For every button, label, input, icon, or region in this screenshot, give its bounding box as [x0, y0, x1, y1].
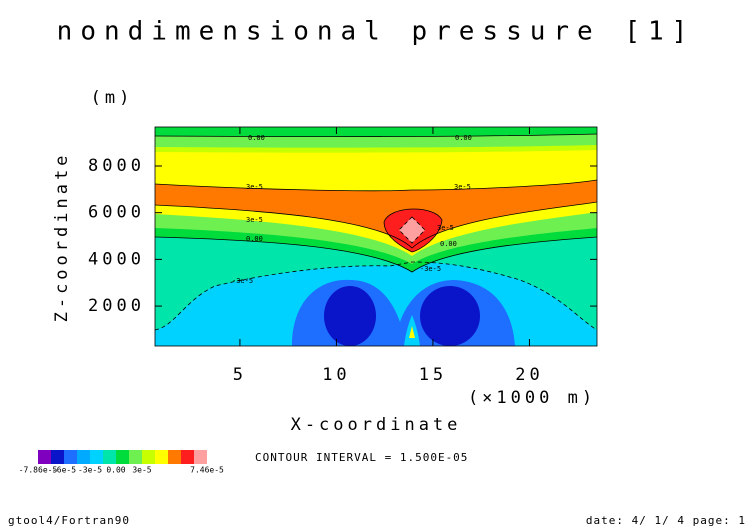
colorbar-swatch — [51, 450, 64, 464]
contour-label: 0.00 — [440, 240, 457, 248]
colorbar-swatch — [194, 450, 207, 464]
chart-title: nondimensional pressure [1] — [57, 17, 696, 47]
x-tick-label: 15 — [419, 365, 447, 385]
contour-line — [155, 179, 597, 192]
y-tick-label: 6000 — [88, 203, 145, 223]
y-tick-label: 4000 — [88, 249, 145, 269]
contour-band — [420, 286, 480, 346]
colorbar-swatch — [181, 450, 194, 464]
colorbar-label: -3e-5 — [78, 466, 102, 475]
colorbar-swatch — [103, 450, 116, 464]
y-tick-label: 2000 — [88, 296, 145, 316]
contour-label: 3e-5 — [437, 224, 454, 232]
x-tick-label: 5 — [233, 365, 247, 385]
contour-line — [383, 208, 443, 253]
contour-line — [155, 201, 597, 249]
footer-right: date: 4/ 1/ 4 page: 1 — [586, 514, 746, 527]
x-axis-label: X-coordinate — [291, 415, 462, 435]
colorbar-swatch — [116, 450, 129, 464]
contour-band — [155, 127, 597, 137]
y-axis-label: Z-coordinate — [52, 152, 72, 323]
contour-label: 3e-5 — [246, 216, 263, 224]
colorbar-swatch — [38, 450, 51, 464]
colorbar: -7.86e-5-6e-5 -3e-5 0.00 3e-5 7.46e-5 — [19, 450, 224, 475]
colorbar-swatch — [64, 450, 77, 464]
contour-label: 3e-5 — [454, 183, 471, 191]
contour-label: -3e-5 — [420, 265, 441, 273]
contour-line — [155, 133, 597, 137]
colorbar-swatch — [155, 450, 168, 464]
contour-label: 0.00 — [455, 134, 472, 142]
colorbar-label: -6e-5 — [52, 466, 76, 475]
colorbar-label: 3e-5 — [132, 466, 151, 475]
colorbar-label: 0.00 — [106, 466, 125, 475]
y-tick-label: 8000 — [88, 156, 145, 176]
contour-label: 0.00 — [246, 235, 263, 243]
x-tick-label: 10 — [322, 365, 350, 385]
contour-labels: 0.00 0.00 3e-5 3e-5 3e-5 3e-5 0.00 0.00 … — [232, 134, 472, 285]
colorbar-swatch — [90, 450, 103, 464]
plot-frame — [154, 126, 598, 347]
contour-line — [155, 236, 597, 273]
contour-band — [409, 326, 415, 338]
colorbar-swatch — [77, 450, 90, 464]
footer-left: gtool4/Fortran90 — [8, 514, 130, 527]
colorbar-swatch — [142, 450, 155, 464]
colorbar-swatch — [129, 450, 142, 464]
colorbar-label: -7.86e-5 — [19, 466, 58, 475]
contour-band — [324, 286, 376, 346]
contour-label: 3e-5 — [246, 183, 263, 191]
contour-line — [398, 216, 426, 244]
contour-label: -3e-5 — [232, 277, 253, 285]
contour-label: 0.00 — [248, 134, 265, 142]
contour-interval: CONTOUR INTERVAL = 1.500E-05 — [255, 451, 468, 464]
contour-line — [155, 261, 597, 331]
x-tick-label: 20 — [515, 365, 543, 385]
colorbar-label: 7.46e-5 — [190, 466, 224, 475]
contour-field — [155, 127, 597, 346]
colorbar-swatch — [168, 450, 181, 464]
x-unit: (×1000 m) — [468, 388, 596, 408]
y-unit: (m) — [91, 88, 134, 108]
